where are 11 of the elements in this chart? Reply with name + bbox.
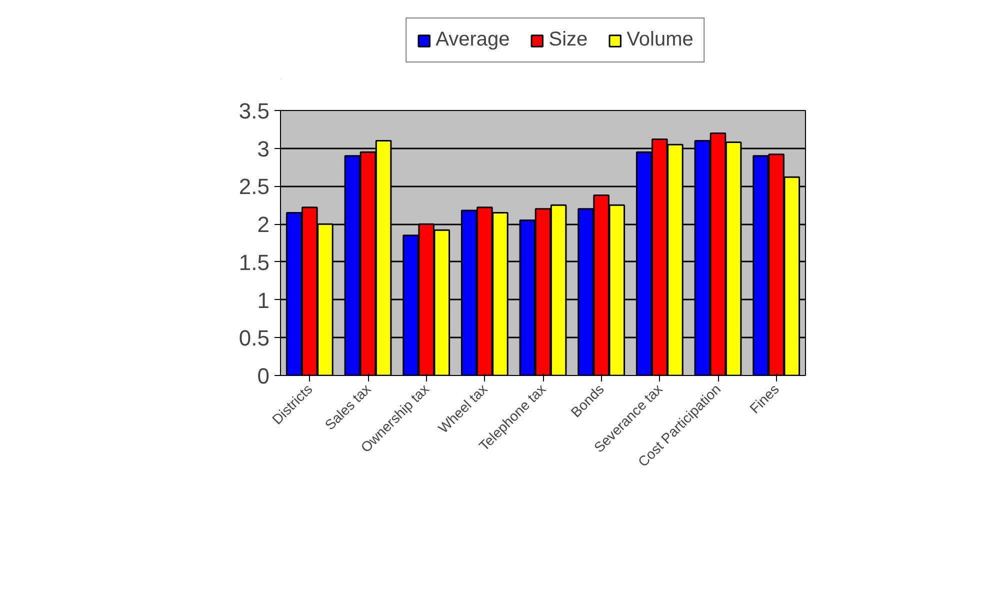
y-tick-label: 0.5 <box>238 326 270 351</box>
y-tick-label: 1.5 <box>238 250 270 275</box>
y-tick-label: 0 <box>257 364 270 388</box>
legend-label: Size <box>548 28 588 52</box>
y-tick-label: 2.5 <box>238 174 270 200</box>
y-tick-label: 3 <box>257 136 270 162</box>
y-tick-label: 2 <box>257 212 270 238</box>
y-tick-label: 1 <box>257 288 270 313</box>
y-tick-label: 3.5 <box>238 98 270 124</box>
legend-label: Volume <box>626 28 694 52</box>
legend-label: Average <box>436 28 510 52</box>
